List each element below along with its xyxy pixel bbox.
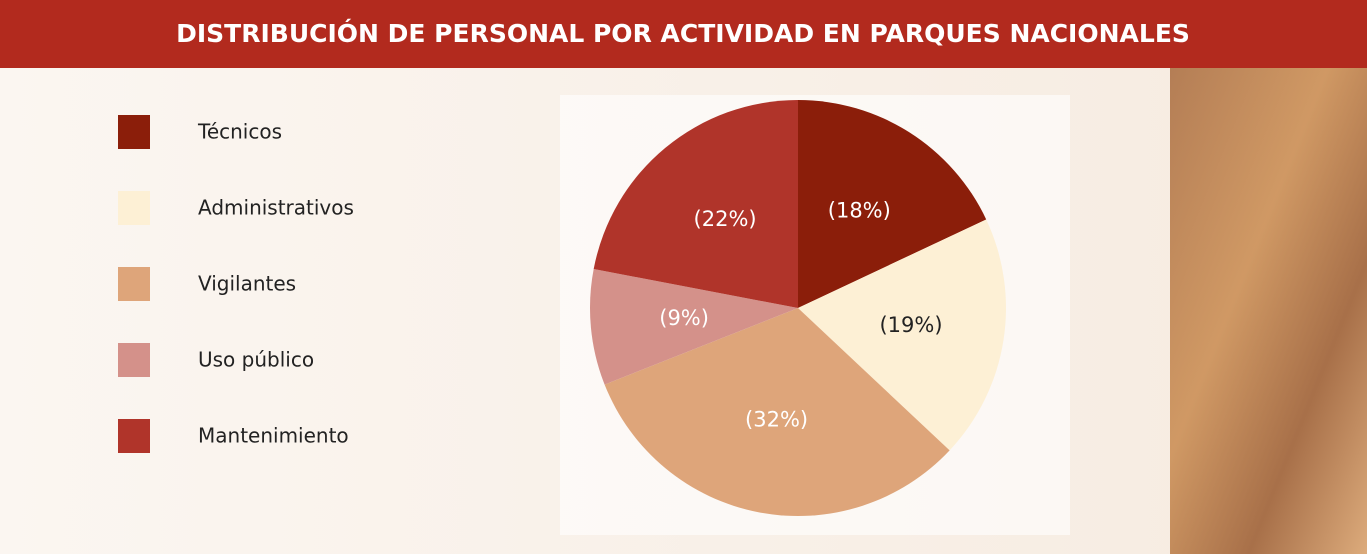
legend-swatch: [118, 115, 150, 149]
slice-label: (32%): [745, 407, 808, 431]
slice-label: (19%): [879, 313, 942, 337]
legend-swatch: [118, 267, 150, 301]
slice-label: (9%): [659, 306, 709, 330]
slice-label: (22%): [694, 207, 757, 231]
chart-title: DISTRIBUCIÓN DE PERSONAL POR ACTIVIDAD E…: [176, 18, 1190, 48]
pie: (18%) (19%) (32%) (9%) (22%): [590, 100, 1006, 516]
legend-label: Vigilantes: [198, 272, 296, 296]
legend-label: Administrativos: [198, 196, 354, 220]
background-image: [1170, 68, 1367, 554]
chart: DISTRIBUCIÓN DE PERSONAL POR ACTIVIDAD E…: [0, 0, 1367, 554]
legend-label: Mantenimiento: [198, 424, 349, 448]
slice-label: (18%): [828, 198, 891, 222]
legend-swatch: [118, 419, 150, 453]
legend-label: Uso público: [198, 348, 314, 372]
legend-swatch: [118, 343, 150, 377]
legend-label: Técnicos: [197, 120, 282, 144]
legend-swatch: [118, 191, 150, 225]
